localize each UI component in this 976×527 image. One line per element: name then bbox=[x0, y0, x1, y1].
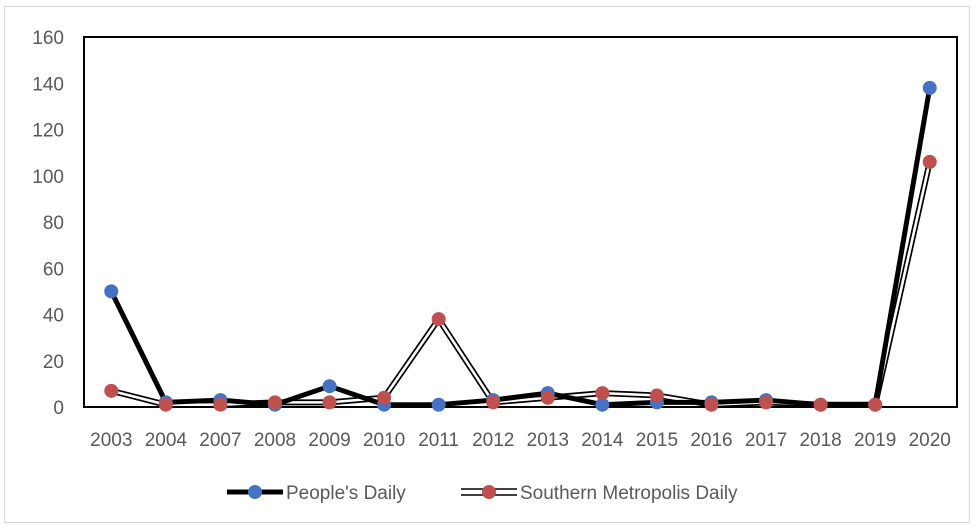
chart-frame bbox=[4, 6, 970, 523]
y-tick-label: 100 bbox=[32, 167, 64, 188]
y-tick-label: 80 bbox=[43, 213, 64, 234]
x-tick-label: 2018 bbox=[799, 430, 841, 451]
point-southern-metropolis-daily bbox=[377, 390, 392, 405]
legend: People's Daily Southern Metropolis Daily bbox=[227, 483, 738, 504]
x-tick-label: 2007 bbox=[199, 430, 241, 451]
legend-item-peoples-daily[interactable]: People's Daily bbox=[227, 483, 406, 504]
point-southern-metropolis-daily bbox=[595, 386, 610, 401]
y-axis-ticks: 0 20 40 60 80 100 120 140 160 bbox=[32, 28, 64, 419]
x-tick-label: 2009 bbox=[308, 430, 350, 451]
y-tick-label: 20 bbox=[43, 352, 64, 373]
x-tick-label: 2015 bbox=[636, 430, 678, 451]
series-line-peoples-daily bbox=[108, 85, 933, 408]
y-tick-label: 0 bbox=[53, 398, 64, 419]
series-line-southern-metropolis-daily-inner bbox=[109, 160, 932, 406]
x-tick-label: 2003 bbox=[90, 430, 132, 451]
x-tick-label: 2008 bbox=[254, 430, 296, 451]
x-tick-label: 2016 bbox=[690, 430, 732, 451]
legend-marker-southern-metropolis-daily bbox=[482, 485, 496, 499]
legend-label-southern-metropolis-daily: Southern Metropolis Daily bbox=[520, 483, 738, 504]
point-southern-metropolis-daily bbox=[213, 397, 228, 412]
x-tick-label: 2004 bbox=[145, 430, 188, 451]
series-markers bbox=[104, 80, 937, 412]
legend-label-peoples-daily: People's Daily bbox=[286, 483, 406, 504]
series-lines bbox=[108, 85, 933, 408]
plot-area bbox=[83, 36, 958, 408]
point-peoples-daily bbox=[922, 80, 937, 95]
point-southern-metropolis-daily bbox=[922, 154, 937, 169]
x-tick-label: 2011 bbox=[418, 430, 459, 451]
y-tick-label: 120 bbox=[32, 121, 64, 142]
y-tick-label: 140 bbox=[32, 74, 64, 95]
x-tick-label: 2012 bbox=[472, 430, 514, 451]
x-axis-ticks: 2003 2004 2007 2008 2009 2010 2011 2012 2013 2014… bbox=[90, 430, 951, 451]
point-southern-metropolis-daily bbox=[704, 397, 719, 412]
point-peoples-daily bbox=[431, 397, 446, 412]
point-southern-metropolis-daily bbox=[322, 395, 337, 410]
point-southern-metropolis-daily bbox=[813, 397, 828, 412]
point-southern-metropolis-daily bbox=[868, 397, 883, 412]
point-southern-metropolis-daily bbox=[759, 395, 774, 410]
legend-marker-peoples-daily bbox=[248, 485, 262, 499]
y-tick-label: 60 bbox=[43, 259, 64, 280]
y-tick-label: 40 bbox=[43, 306, 64, 327]
point-southern-metropolis-daily bbox=[649, 388, 664, 403]
point-southern-metropolis-daily bbox=[158, 397, 173, 412]
point-peoples-daily bbox=[595, 397, 610, 412]
point-peoples-daily bbox=[322, 379, 337, 394]
point-peoples-daily bbox=[104, 284, 119, 299]
point-southern-metropolis-daily bbox=[486, 395, 501, 410]
legend-item-southern-metropolis-daily[interactable]: Southern Metropolis Daily bbox=[461, 483, 738, 504]
point-southern-metropolis-daily bbox=[267, 395, 282, 410]
x-tick-label: 2017 bbox=[745, 430, 787, 451]
x-tick-label: 2020 bbox=[909, 430, 951, 451]
y-tick-label: 160 bbox=[32, 28, 64, 49]
x-tick-label: 2013 bbox=[527, 430, 569, 451]
point-southern-metropolis-daily bbox=[540, 390, 555, 405]
x-tick-label: 2010 bbox=[363, 430, 405, 451]
x-tick-label: 2019 bbox=[854, 430, 896, 451]
point-southern-metropolis-daily bbox=[431, 312, 446, 327]
point-southern-metropolis-daily bbox=[104, 383, 119, 398]
x-tick-label: 2014 bbox=[581, 430, 624, 451]
series-line-southern-metropolis-daily-outer bbox=[108, 158, 933, 408]
